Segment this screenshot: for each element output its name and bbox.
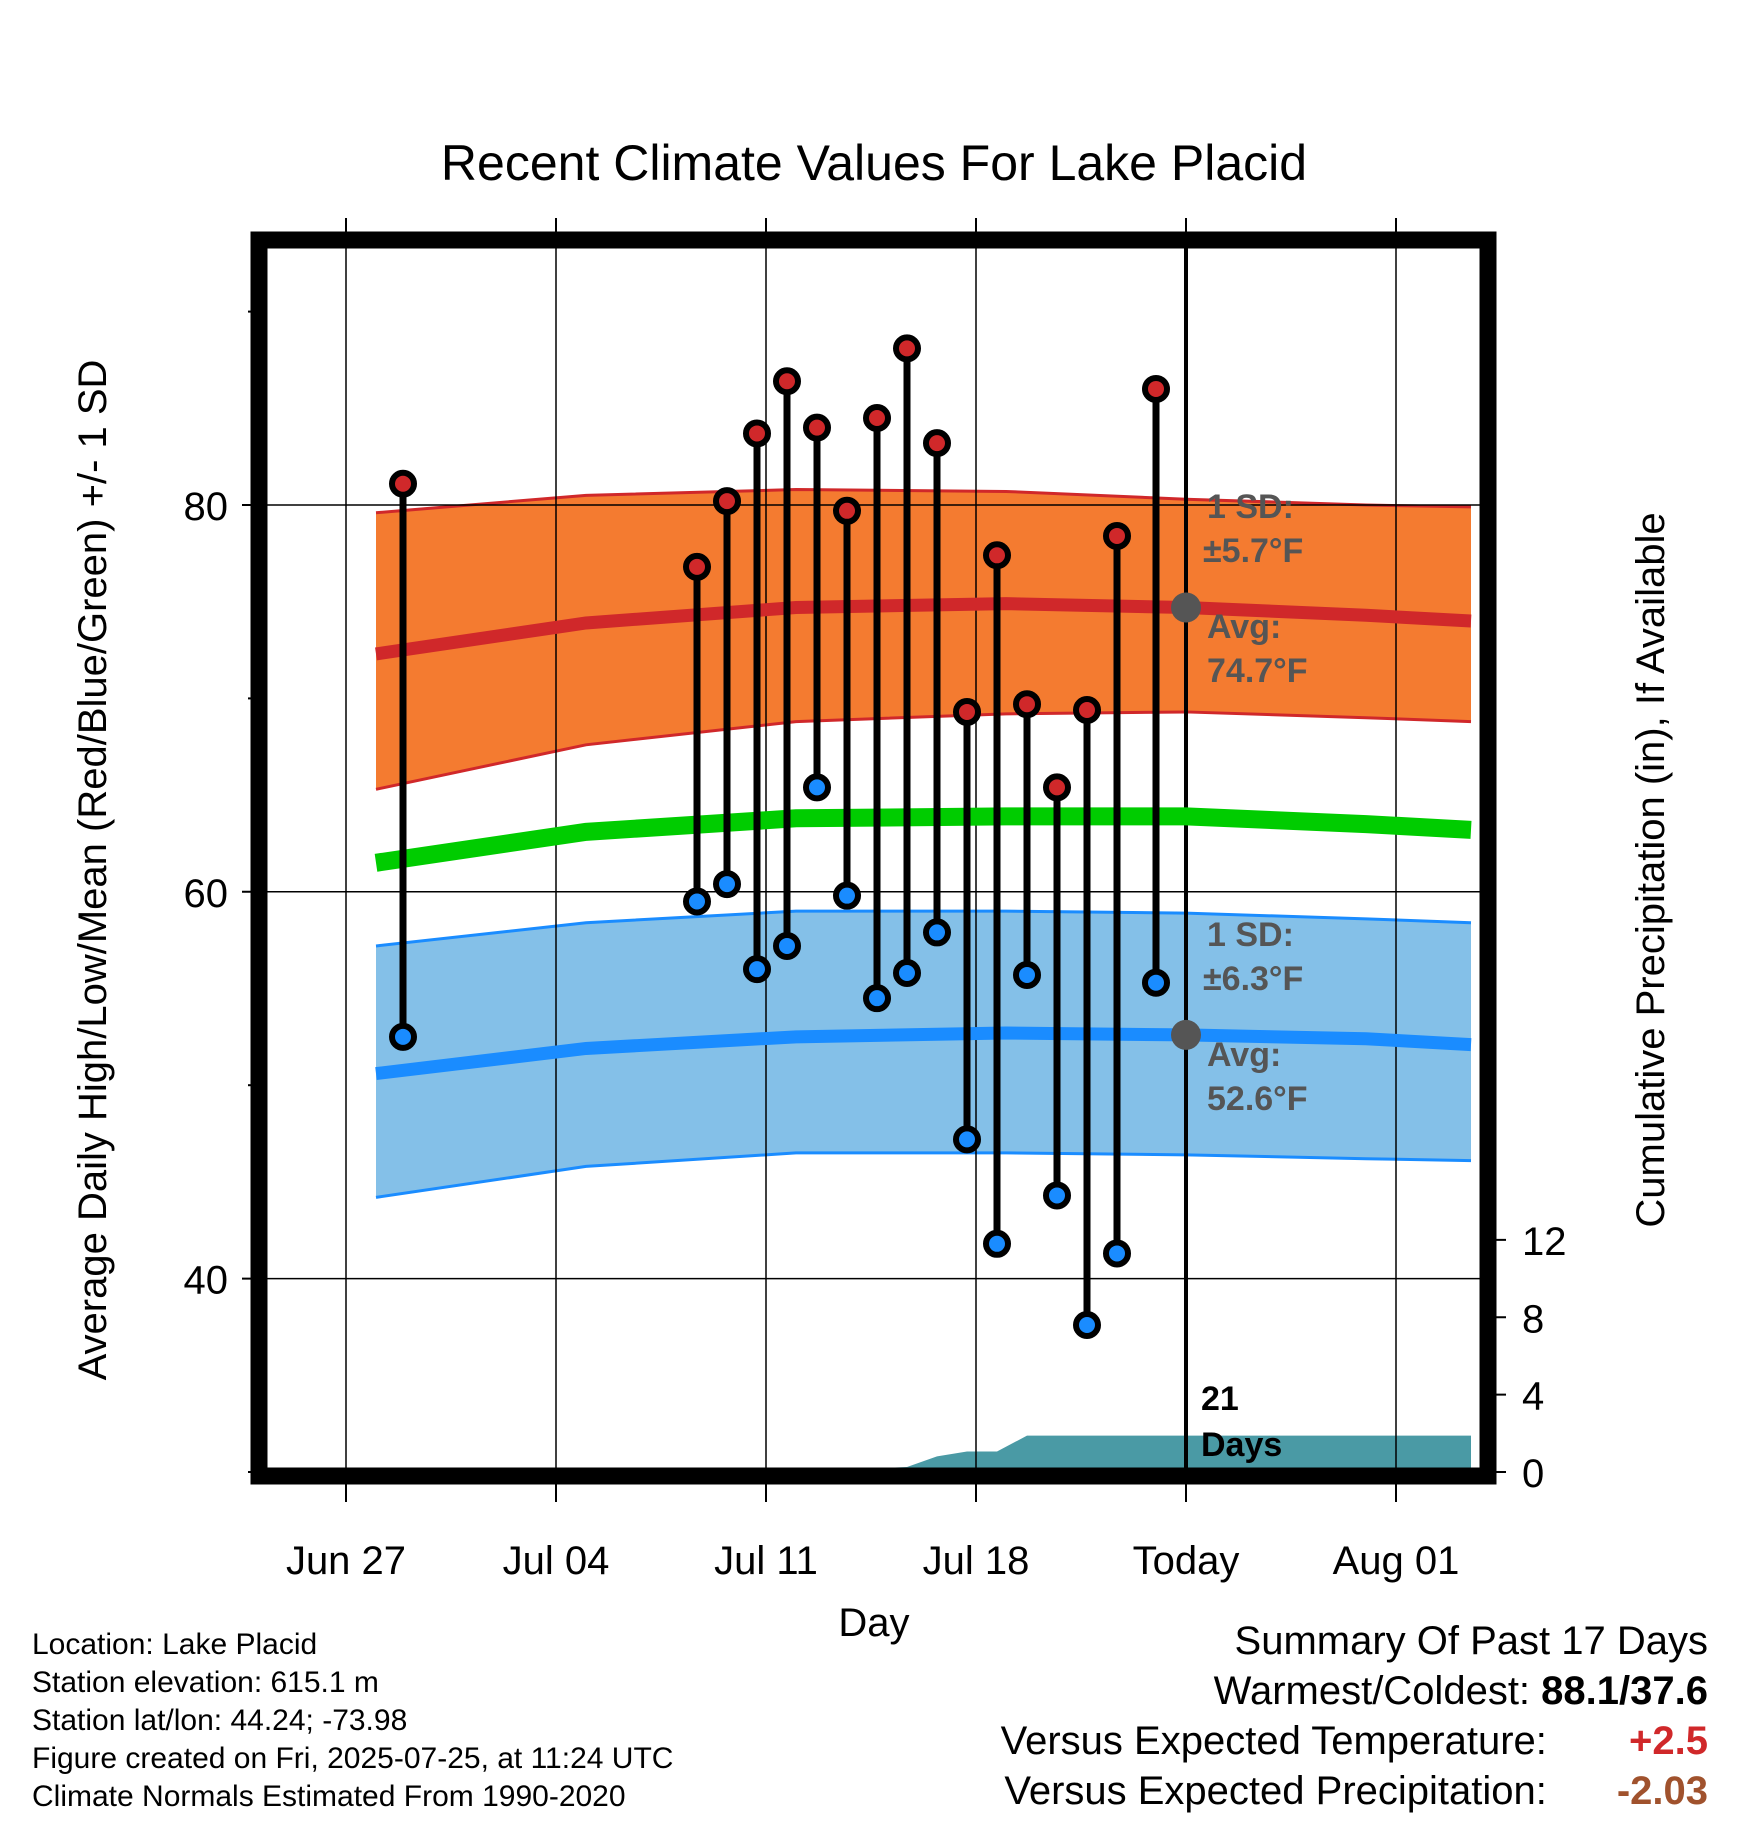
- precip-label: Versus Expected Precipitation:: [1004, 1769, 1547, 1813]
- obs-high-point-11: [983, 541, 1011, 570]
- x-axis-title: Day: [838, 1601, 909, 1645]
- y-left-tick-label-80: 80: [184, 485, 229, 529]
- obs-low-point-8: [893, 959, 921, 988]
- x-tick-label-3: Jul 18: [923, 1539, 1030, 1583]
- high-sd-label: 1 SD:: [1207, 488, 1294, 526]
- latlon-text: Station lat/lon: 44.24; -73.98: [32, 1704, 408, 1737]
- obs-high-point-15: [1103, 521, 1131, 550]
- days-unit-label: Days: [1201, 1426, 1282, 1464]
- summary-precip: Versus Expected Precipitation: -2.03: [1001, 1766, 1708, 1816]
- warm-cold-value: 88.1/37.6: [1541, 1669, 1708, 1713]
- obs-low-point-4: [773, 931, 801, 960]
- obs-low-point-15: [1103, 1239, 1131, 1268]
- plot-frame: [250, 231, 1497, 1485]
- summary-panel: Summary Of Past 17 Days Warmest/Coldest:…: [1001, 1616, 1708, 1816]
- low-normal-line: [375, 1026, 1472, 1081]
- x-tick-label-1: Jul 04: [503, 1539, 610, 1583]
- obs-high-point-9: [923, 429, 951, 458]
- precip-area: [782, 1435, 1471, 1470]
- low-sd-band-upper-edge: [375, 909, 1472, 948]
- obs-low-point-9: [923, 918, 951, 947]
- obs-low-point-6: [833, 881, 861, 910]
- y-right-tick-label-0: 0: [1522, 1452, 1544, 1496]
- y-right-tick-label-4: 4: [1522, 1375, 1544, 1419]
- location-text: Location: Lake Placid: [32, 1628, 318, 1661]
- low-sd-band: [376, 911, 1471, 1198]
- obs-low-point-3: [743, 955, 771, 984]
- obs-low-point-5: [803, 773, 831, 802]
- obs-high-point-1: [683, 552, 711, 581]
- obs-low-point-7: [863, 984, 891, 1013]
- obs-low-point-1: [683, 887, 711, 916]
- created-text: Figure created on Fri, 2025-07-25, at 11…: [32, 1742, 674, 1775]
- days-count-label: 21: [1201, 1380, 1239, 1418]
- y-left-tick-label-40: 40: [184, 1259, 229, 1303]
- obs-low-point-2: [713, 870, 741, 899]
- obs-high-point-2: [713, 487, 741, 516]
- low-sd-value: ±6.3°F: [1203, 960, 1303, 998]
- temp-value: +2.5: [1629, 1719, 1708, 1763]
- summary-temp: Versus Expected Temperature: +2.5: [1001, 1716, 1708, 1766]
- warm-cold-label: Warmest/Coldest:: [1213, 1669, 1531, 1713]
- low-avg-value: 52.6°F: [1207, 1080, 1308, 1118]
- x-tick-label-4: Today: [1133, 1539, 1240, 1583]
- precip-value: -2.03: [1616, 1769, 1708, 1813]
- summary-heading: Summary Of Past 17 Days: [1234, 1619, 1708, 1663]
- obs-high-point-0: [389, 469, 417, 498]
- summary-warm-cold: Warmest/Coldest: 88.1/37.6: [1001, 1666, 1708, 1716]
- obs-high-point-3: [743, 419, 771, 448]
- obs-high-point-13: [1043, 773, 1071, 802]
- mean-normal-line: [374, 807, 1472, 872]
- elevation-text: Station elevation: 615.1 m: [32, 1666, 379, 1699]
- obs-low-point-11: [983, 1229, 1011, 1258]
- obs-low-point-16: [1142, 968, 1170, 997]
- y-right-tick-label-8: 8: [1522, 1297, 1544, 1341]
- today-high-avg-dot: [1171, 592, 1201, 623]
- y-right-tick-label-12: 12: [1522, 1220, 1567, 1264]
- obs-high-point-8: [893, 334, 921, 363]
- obs-low-point-0: [389, 1022, 417, 1051]
- obs-low-point-14: [1073, 1311, 1101, 1340]
- obs-high-point-4: [773, 367, 801, 396]
- high-avg-value: 74.7°F: [1207, 652, 1308, 690]
- low-sd-band-lower-edge: [375, 1151, 1472, 1199]
- y-axis-title-right: Cumulative Precipitation (in), If Availa…: [1629, 512, 1673, 1227]
- x-tick-label-2: Jul 11: [714, 1539, 818, 1583]
- low-sd-label: 1 SD:: [1207, 916, 1294, 954]
- obs-low-point-13: [1043, 1181, 1071, 1210]
- high-avg-label: Avg:: [1207, 608, 1281, 646]
- obs-low-point-10: [953, 1125, 981, 1154]
- today-low-avg-dot: [1171, 1019, 1201, 1050]
- obs-high-point-7: [863, 403, 891, 432]
- chart-title: Recent Climate Values For Lake Placid: [441, 135, 1307, 191]
- obs-high-point-16: [1142, 374, 1170, 403]
- obs-high-point-6: [833, 496, 861, 525]
- obs-high-point-5: [803, 413, 831, 442]
- x-tick-label-5: Aug 01: [1333, 1539, 1460, 1583]
- y-axis-title-left: Average Daily High/Low/Mean (Red/Blue/Gr…: [71, 360, 115, 1381]
- y-left-tick-label-60: 60: [184, 872, 229, 916]
- high-sd-band-lower-edge: [375, 710, 1472, 791]
- temp-label: Versus Expected Temperature:: [1000, 1719, 1547, 1763]
- high-sd-value: ±5.7°F: [1203, 532, 1303, 570]
- high-sd-band: [376, 489, 1471, 790]
- low-avg-label: Avg:: [1207, 1036, 1281, 1074]
- obs-high-point-10: [953, 697, 981, 726]
- normals-text: Climate Normals Estimated From 1990-2020: [32, 1780, 626, 1813]
- station-info: Location: Lake Placid Station elevation:…: [32, 1626, 673, 1816]
- x-tick-label-0: Jun 27: [286, 1539, 406, 1583]
- obs-high-point-14: [1073, 696, 1101, 725]
- obs-low-point-12: [1013, 960, 1041, 989]
- high-normal-line: [375, 597, 1472, 661]
- obs-high-point-12: [1013, 690, 1041, 719]
